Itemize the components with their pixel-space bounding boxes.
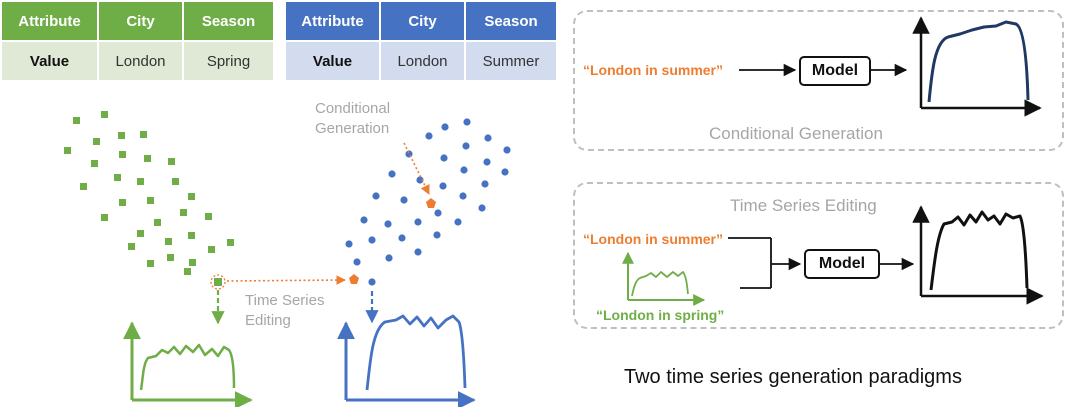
cell-season: Summer (464, 40, 558, 82)
editing-panel-title: Time Series Editing (730, 196, 877, 215)
row-label-value: Value (0, 40, 99, 82)
header-season: Season (182, 0, 275, 42)
spring-series-plot (123, 321, 253, 407)
label-line: Generation (315, 120, 390, 137)
cell-season: Spring (182, 40, 275, 82)
cell-city: London (97, 40, 184, 82)
summer-latent-scatter (345, 118, 511, 286)
conditional-panel-title: Conditional Generation (709, 124, 883, 143)
time-series-editing-label: Time Series Editing (245, 291, 324, 331)
label-line: Editing (245, 312, 291, 329)
header-attribute: Attribute (284, 0, 381, 42)
conditional-input-text: “London in summer” (583, 62, 723, 78)
summer-series-plot (337, 314, 476, 407)
time-series-editing-arrow (226, 275, 346, 285)
generated-point (426, 198, 436, 208)
header-attribute: Attribute (0, 0, 99, 42)
conditional-generation-flow (739, 16, 1042, 117)
time-series-editing-panel (573, 182, 1064, 329)
label-line: Conditional (315, 100, 391, 117)
conditional-generation-label: Conditional Generation (315, 99, 390, 139)
header-city: City (379, 0, 466, 42)
row-label-value: Value (284, 40, 381, 82)
edited-point (349, 274, 359, 284)
spring-attribute-table: Attribute City Season Value London Sprin… (0, 0, 275, 82)
summer-attribute-table: Attribute City Season Value London Summe… (284, 0, 558, 82)
cell-city: London (379, 40, 466, 82)
figure-caption: Two time series generation paradigms (624, 366, 962, 388)
conditional-model-box: Model (799, 56, 871, 86)
header-season: Season (464, 0, 558, 42)
time-series-editing-flow (622, 205, 1044, 306)
spring-latent-scatter (64, 111, 234, 275)
selected-spring-point (210, 274, 226, 290)
editing-input-text: “London in summer” (583, 231, 723, 247)
editing-model-box: Model (804, 249, 880, 279)
header-city: City (97, 0, 184, 42)
editing-series-text: “London in spring” (596, 307, 725, 323)
conditional-generation-arrow (403, 142, 430, 195)
label-line: Time Series (245, 292, 325, 309)
conditional-generation-panel (573, 10, 1064, 151)
